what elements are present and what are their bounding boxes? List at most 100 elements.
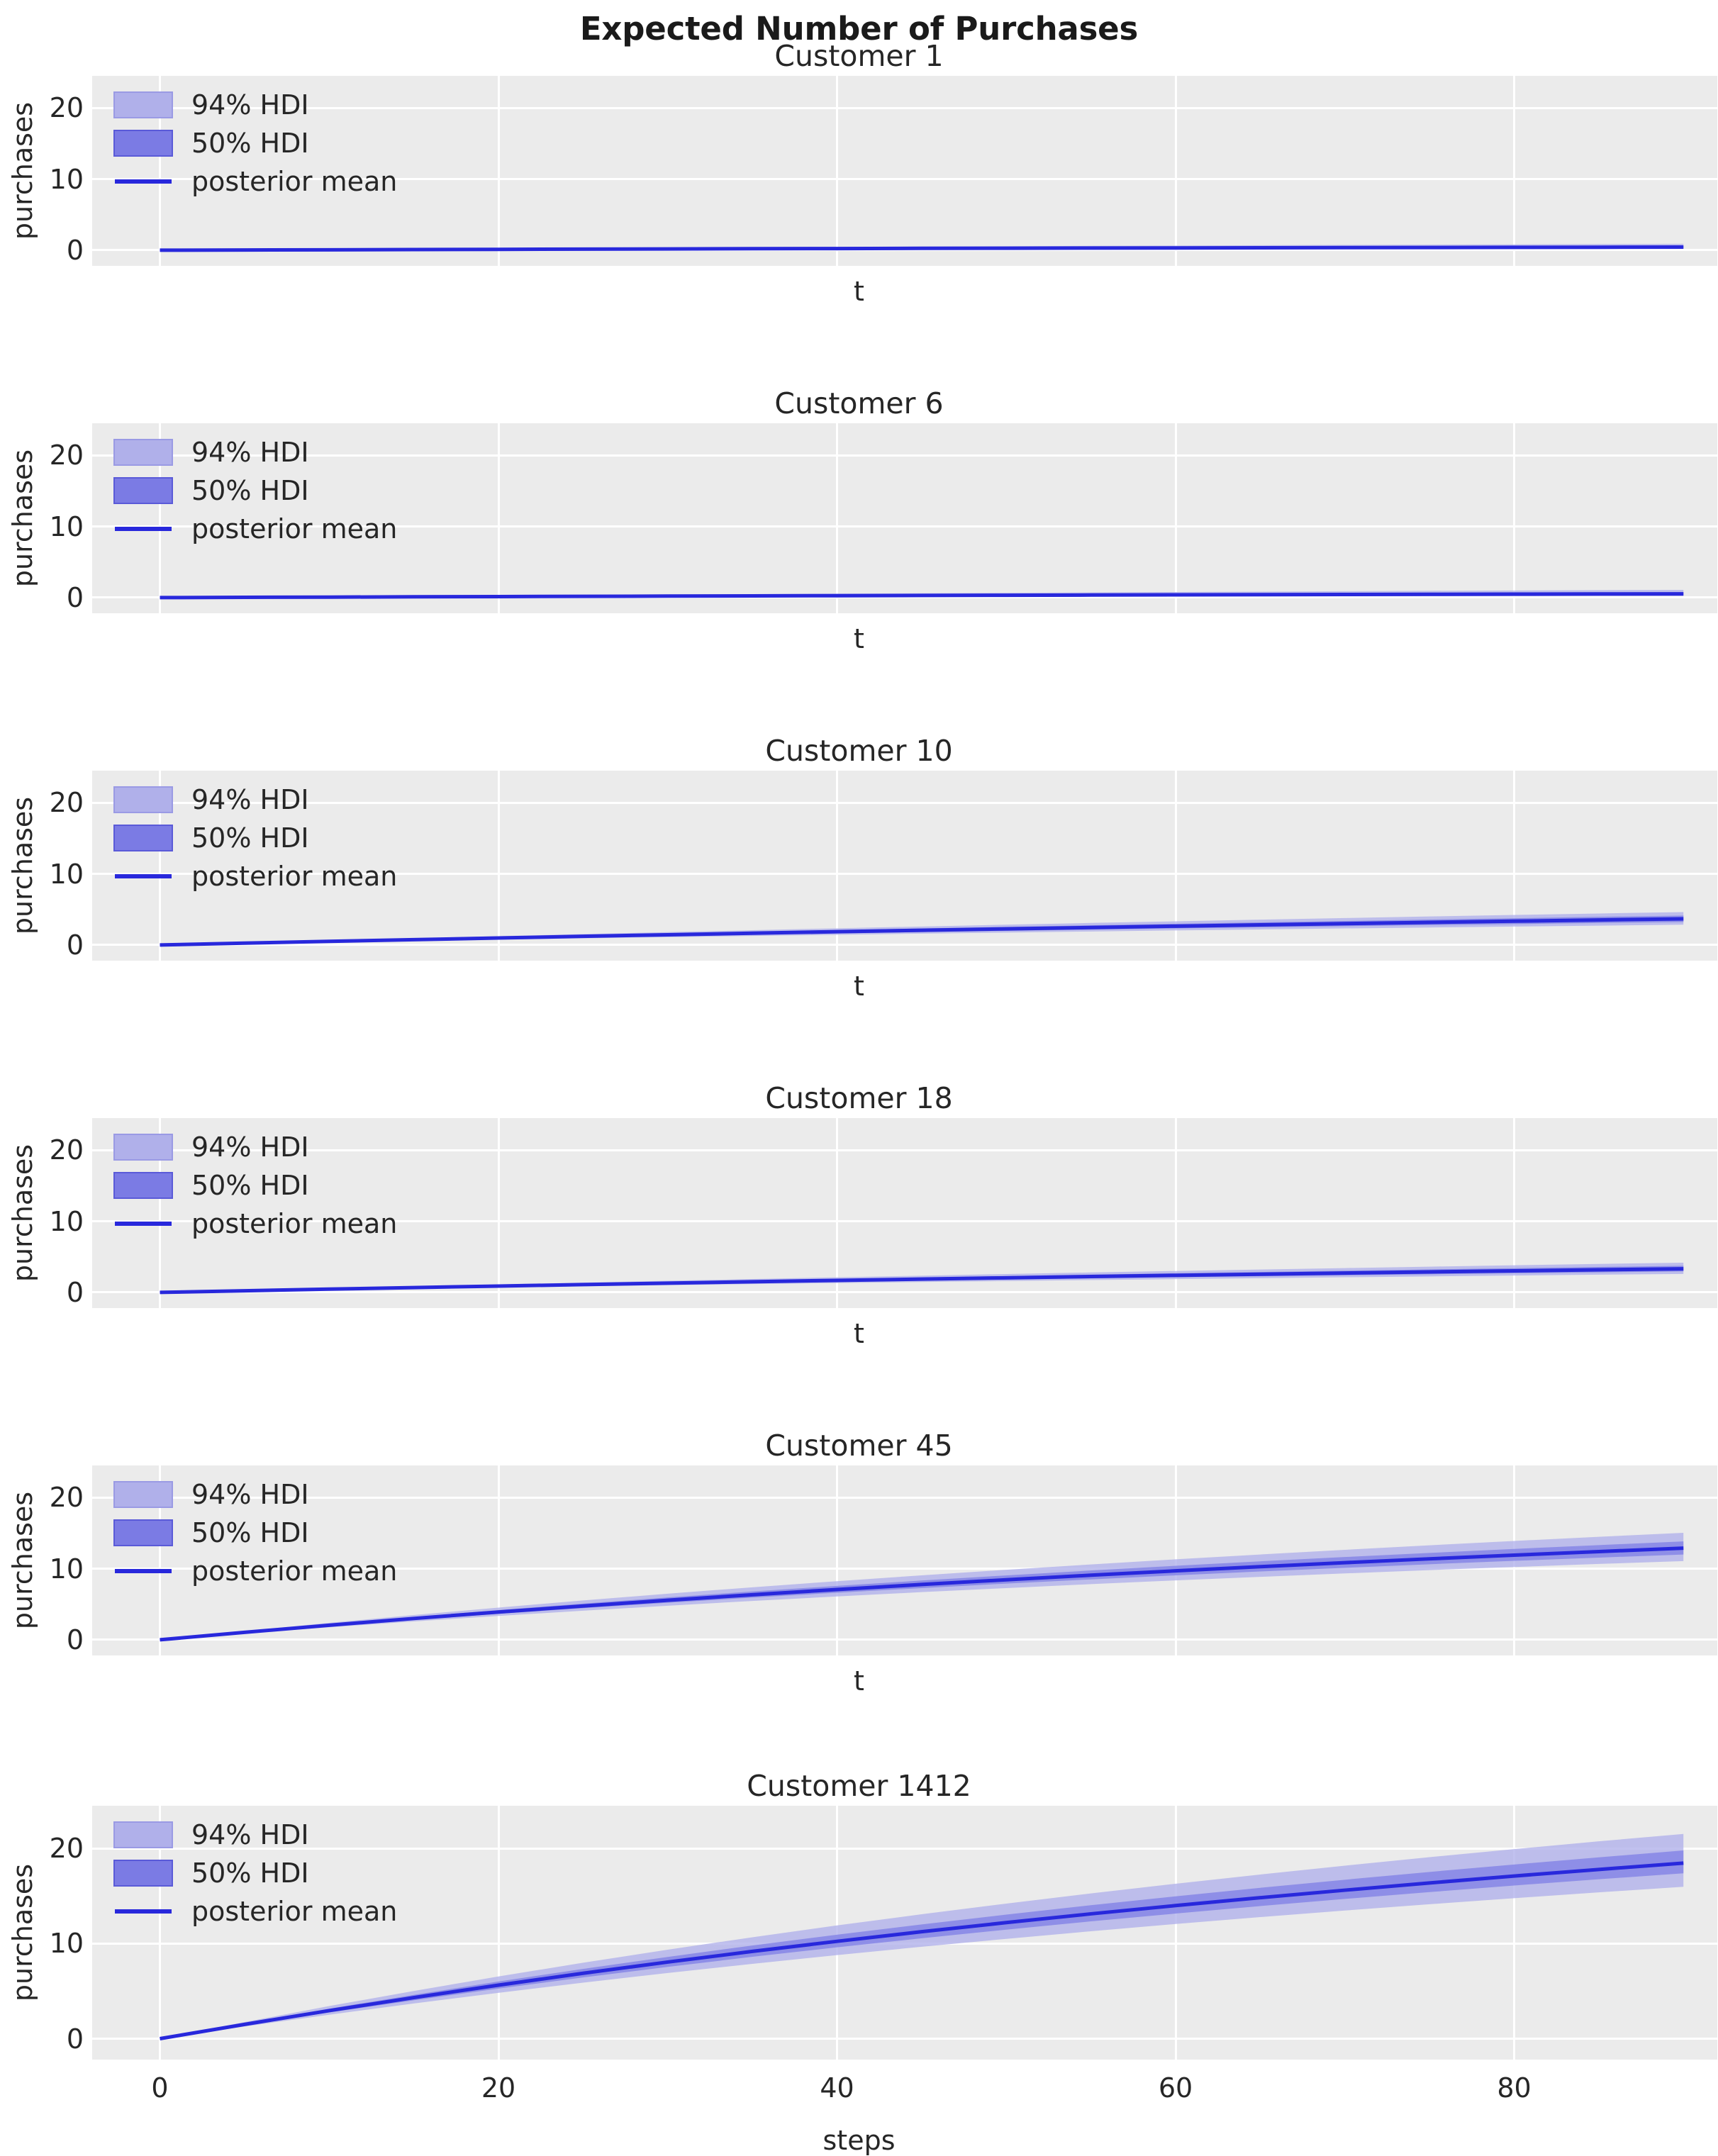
legend-item-hdi-94: 94% HDI bbox=[113, 86, 397, 124]
subplot-5: Customer 45 94% HDI 50% HDI posterior mean 0… bbox=[0, 1429, 1718, 1741]
subplot-title: Customer 6 bbox=[774, 386, 944, 420]
gridline-vertical bbox=[159, 1118, 161, 1308]
gridline-horizontal bbox=[92, 249, 1717, 252]
plot-area: 94% HDI 50% HDI posterior mean bbox=[92, 771, 1717, 961]
x-axis-label-inner: t bbox=[854, 276, 864, 307]
gridline-vertical bbox=[497, 76, 500, 266]
legend-label: 50% HDI bbox=[191, 475, 309, 506]
legend-label: posterior mean bbox=[191, 1555, 398, 1587]
legend-label: 50% HDI bbox=[191, 1517, 309, 1548]
series-canvas bbox=[92, 912, 1717, 961]
legend: 94% HDI 50% HDI posterior mean bbox=[113, 1128, 397, 1243]
legend-swatch-hdi-50 bbox=[113, 477, 173, 504]
gridline-horizontal bbox=[92, 454, 1717, 457]
gridline-vertical bbox=[836, 1118, 838, 1308]
y-tick-label: 10 bbox=[49, 1928, 84, 1960]
x-tick-label: 80 bbox=[1497, 2072, 1532, 2104]
gridline-vertical bbox=[497, 423, 500, 613]
y-tick-label: 10 bbox=[49, 510, 84, 542]
y-axis-label: purchases bbox=[7, 449, 38, 588]
legend-swatch-hdi-94 bbox=[113, 786, 173, 813]
series-canvas bbox=[92, 1833, 1717, 2060]
legend-label: 50% HDI bbox=[191, 1170, 309, 1201]
gridline-horizontal bbox=[92, 178, 1717, 181]
gridline-horizontal bbox=[92, 2038, 1717, 2040]
legend-item-hdi-50: 50% HDI bbox=[113, 1514, 397, 1552]
y-tick-label: 20 bbox=[49, 92, 84, 124]
y-tick-label: 20 bbox=[49, 440, 84, 471]
subplot-4: Customer 18 94% HDI 50% HDI posterior mean 0… bbox=[0, 1081, 1718, 1393]
legend: 94% HDI 50% HDI posterior mean bbox=[113, 1816, 397, 1931]
legend-item-posterior-mean: posterior mean bbox=[113, 1892, 397, 1931]
subplot-title: Customer 10 bbox=[765, 734, 953, 768]
legend-label: 94% HDI bbox=[191, 1819, 309, 1850]
series-canvas bbox=[92, 589, 1717, 613]
legend-line-posterior-mean bbox=[113, 863, 173, 890]
gridline-horizontal bbox=[92, 1568, 1717, 1570]
gridline-vertical bbox=[159, 76, 161, 266]
y-axis-label: purchases bbox=[7, 1863, 38, 2002]
legend-swatch-hdi-50 bbox=[113, 130, 173, 157]
gridline-horizontal bbox=[92, 1638, 1717, 1641]
legend-swatch-hdi-94 bbox=[113, 1821, 173, 1848]
gridline-vertical bbox=[159, 1806, 161, 2060]
legend-swatch-hdi-50 bbox=[113, 1519, 173, 1546]
subplot-3: Customer 10 94% HDI 50% HDI posterior mean 0… bbox=[0, 734, 1718, 1046]
legend-item-posterior-mean: posterior mean bbox=[113, 1552, 397, 1590]
gridline-horizontal bbox=[92, 1496, 1717, 1499]
x-tick-label: 0 bbox=[151, 2072, 169, 2104]
gridline-horizontal bbox=[92, 106, 1717, 109]
subplot-6: Customer 1412 94% HDI 50% HDI posterior mea… bbox=[0, 1769, 1718, 2156]
legend-label: posterior mean bbox=[191, 1208, 398, 1239]
series-canvas bbox=[92, 1532, 1717, 1655]
legend-item-hdi-50: 50% HDI bbox=[113, 124, 397, 162]
legend-line-posterior-mean bbox=[113, 1210, 173, 1237]
gridline-vertical bbox=[836, 771, 838, 961]
legend: 94% HDI 50% HDI posterior mean bbox=[113, 433, 397, 548]
gridline-horizontal bbox=[92, 1847, 1717, 1850]
legend-label: 94% HDI bbox=[191, 784, 309, 815]
x-tick-label: 60 bbox=[1158, 2072, 1193, 2104]
legend-label: posterior mean bbox=[191, 166, 398, 197]
gridline-vertical bbox=[1174, 1118, 1177, 1308]
legend-item-posterior-mean: posterior mean bbox=[113, 1205, 397, 1243]
legend-item-hdi-50: 50% HDI bbox=[113, 471, 397, 510]
legend: 94% HDI 50% HDI posterior mean bbox=[113, 1475, 397, 1590]
series-canvas bbox=[92, 243, 1717, 266]
subplot-2: Customer 6 94% HDI 50% HDI posterior mean 0 1… bbox=[0, 386, 1718, 698]
legend-item-hdi-50: 50% HDI bbox=[113, 1166, 397, 1205]
subplot-title: Customer 18 bbox=[765, 1081, 953, 1115]
legend-swatch-hdi-94 bbox=[113, 439, 173, 466]
posterior-mean-line bbox=[160, 919, 1684, 945]
hdi-50-band bbox=[160, 1850, 1684, 2039]
posterior-mean-line bbox=[160, 594, 1684, 598]
legend-swatch-hdi-94 bbox=[113, 91, 173, 118]
legend-item-posterior-mean: posterior mean bbox=[113, 857, 397, 895]
gridline-vertical bbox=[836, 423, 838, 613]
x-axis-label: steps bbox=[822, 2125, 896, 2156]
figure-title: Expected Number of Purchases bbox=[579, 10, 1139, 48]
posterior-mean-line bbox=[160, 1548, 1684, 1640]
y-axis-label: purchases bbox=[7, 796, 38, 935]
y-tick-label: 10 bbox=[49, 858, 84, 890]
legend-label: 50% HDI bbox=[191, 128, 309, 159]
gridline-vertical bbox=[159, 771, 161, 961]
gridline-vertical bbox=[836, 1465, 838, 1655]
legend-label: posterior mean bbox=[191, 861, 398, 892]
y-tick-label: 10 bbox=[49, 1205, 84, 1237]
gridline-horizontal bbox=[92, 596, 1717, 599]
legend-item-hdi-50: 50% HDI bbox=[113, 1854, 397, 1892]
gridline-vertical bbox=[1513, 1118, 1515, 1308]
gridline-vertical bbox=[497, 1465, 500, 1655]
legend-line-posterior-mean bbox=[113, 1558, 173, 1585]
gridline-horizontal bbox=[92, 1220, 1717, 1223]
series-canvas bbox=[92, 1262, 1717, 1308]
y-axis-label: purchases bbox=[7, 101, 38, 240]
legend-label: 94% HDI bbox=[191, 1479, 309, 1510]
subplot-title: Customer 45 bbox=[765, 1429, 953, 1463]
legend-item-hdi-94: 94% HDI bbox=[113, 1816, 397, 1854]
gridline-horizontal bbox=[92, 801, 1717, 804]
legend: 94% HDI 50% HDI posterior mean bbox=[113, 86, 397, 201]
plot-area: 94% HDI 50% HDI posterior mean bbox=[92, 76, 1717, 266]
